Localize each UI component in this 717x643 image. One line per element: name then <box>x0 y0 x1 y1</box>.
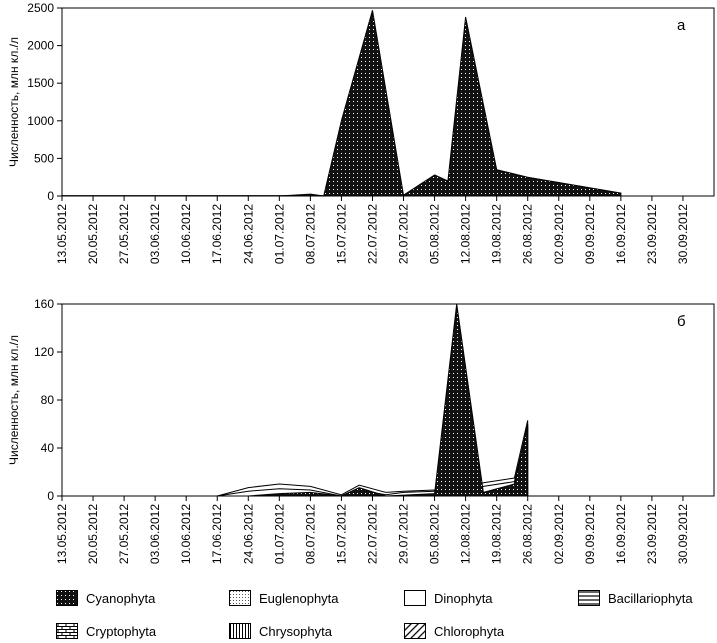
x-tick-label: 05.08.2012 <box>428 204 442 264</box>
panel-b: Численность, млн кл./л б 0 40 80 120 160 13.… <box>7 297 715 564</box>
legend-item-dinophyta: Dinophyta <box>404 588 493 608</box>
x-tick-label: 17.06.2012 <box>210 204 224 264</box>
legend-label: Bacillariophyta <box>608 590 693 606</box>
legend-label: Chlorophyta <box>434 623 505 639</box>
legend-label: Dinophyta <box>434 590 493 606</box>
x-tick-label: 02.09.2012 <box>552 504 566 564</box>
x-tick-label: 29.07.2012 <box>397 204 411 264</box>
y-ticks-b: 0 40 80 120 160 <box>34 297 62 503</box>
x-tick-label: 23.09.2012 <box>645 504 659 564</box>
x-tick-label: 01.07.2012 <box>272 204 286 264</box>
x-tick-label: 29.07.2012 <box>397 504 411 564</box>
series-area-cyanophyta <box>62 10 622 197</box>
y-ticks-a: 0 500 1000 1500 2000 2500 <box>27 1 62 203</box>
y-tick-label: 1500 <box>27 76 54 90</box>
x-tick-label: 10.06.2012 <box>179 504 193 564</box>
x-tick-label: 09.09.2012 <box>583 204 597 264</box>
panel-label-a: а <box>677 17 686 34</box>
legend-item-chlorophyta: Chlorophyta <box>404 621 504 641</box>
legend-item-chrysophyta: Chrysophyta <box>229 621 332 641</box>
series-b <box>217 303 529 497</box>
x-tick-label: 12.08.2012 <box>459 204 473 264</box>
x-tick-label: 13.05.2012 <box>55 204 69 264</box>
series-area-dinophyta <box>217 420 529 497</box>
legend-item-cyanophyta: Cyanophyta <box>56 588 155 608</box>
figure: Численность, млн кл./л а 0 500 1000 1500 200… <box>7 1 715 564</box>
x-tick-label: 09.09.2012 <box>583 504 597 564</box>
x-tick-label: 20.05.2012 <box>86 504 100 564</box>
y-tick-label: 80 <box>41 393 55 407</box>
legend-item-euglenophyta: Euglenophyta <box>229 588 339 608</box>
x-tick-label: 24.06.2012 <box>241 204 255 264</box>
x-tick-label: 26.08.2012 <box>521 204 535 264</box>
x-tick-label: 30.09.2012 <box>676 504 690 564</box>
x-tick-label: 01.07.2012 <box>272 504 286 564</box>
y-tick-label: 2500 <box>27 1 54 15</box>
x-tick-label: 12.08.2012 <box>459 504 473 564</box>
y-tick-label: 0 <box>47 189 54 203</box>
series-area-cyanophyta <box>248 303 529 497</box>
x-tick-label: 27.05.2012 <box>117 204 131 264</box>
x-tick-label: 03.06.2012 <box>148 504 162 564</box>
x-tick-label: 20.05.2012 <box>86 204 100 264</box>
x-tick-label: 30.09.2012 <box>676 204 690 264</box>
y-tick-label: 1000 <box>27 114 54 128</box>
y-tick-label: 120 <box>34 345 54 359</box>
y-tick-label: 160 <box>34 297 54 311</box>
y-axis-label-a: Численность, млн кл./л <box>7 37 21 167</box>
legend-label: Cryptophyta <box>86 623 157 639</box>
legend-label: Euglenophyta <box>259 590 339 606</box>
legend-item-bacillariophyta: Bacillariophyta <box>578 588 693 608</box>
x-ticks-b: 13.05.2012 20.05.2012 27.05.2012 03.06.2012… <box>55 496 690 564</box>
x-tick-label: 22.07.2012 <box>365 204 379 264</box>
x-tick-label: 03.06.2012 <box>148 204 162 264</box>
x-tick-label: 19.08.2012 <box>490 204 504 264</box>
x-tick-label: 17.06.2012 <box>210 504 224 564</box>
x-tick-label: 08.07.2012 <box>303 204 317 264</box>
series-a <box>61 10 622 197</box>
plot-frame-b <box>61 303 715 497</box>
x-tick-label: 05.08.2012 <box>428 504 442 564</box>
x-tick-label: 02.09.2012 <box>552 204 566 264</box>
x-tick-label: 26.08.2012 <box>521 504 535 564</box>
legend-label: Cyanophyta <box>86 590 156 606</box>
x-ticks-a: 13.05.2012 20.05.2012 27.05.2012 03.06.2012… <box>55 196 690 264</box>
legend-item-cryptophyta: Cryptophyta <box>56 621 156 641</box>
x-tick-label: 15.07.2012 <box>334 504 348 564</box>
x-tick-label: 10.06.2012 <box>179 204 193 264</box>
x-tick-label: 23.09.2012 <box>645 204 659 264</box>
x-tick-label: 16.09.2012 <box>614 204 628 264</box>
y-tick-label: 500 <box>34 151 54 165</box>
x-tick-label: 27.05.2012 <box>117 504 131 564</box>
panel-label-b: б <box>677 313 686 330</box>
legend-label: Chrysophyta <box>259 623 332 639</box>
y-tick-label: 0 <box>47 489 54 503</box>
x-tick-label: 15.07.2012 <box>334 204 348 264</box>
x-tick-label: 16.09.2012 <box>614 504 628 564</box>
panel-a: Численность, млн кл./л а 0 500 1000 1500 200… <box>7 1 715 264</box>
x-tick-label: 13.05.2012 <box>55 504 69 564</box>
legend: Cyanophyta Euglenophyta Dinophyta Bacill… <box>0 580 717 643</box>
x-tick-label: 19.08.2012 <box>490 504 504 564</box>
y-axis-label-b: Численность, млн кл./л <box>7 335 21 465</box>
x-tick-label: 22.07.2012 <box>365 504 379 564</box>
x-tick-label: 08.07.2012 <box>303 504 317 564</box>
x-tick-label: 24.06.2012 <box>241 504 255 564</box>
y-tick-label: 2000 <box>27 39 54 53</box>
y-tick-label: 40 <box>41 441 55 455</box>
